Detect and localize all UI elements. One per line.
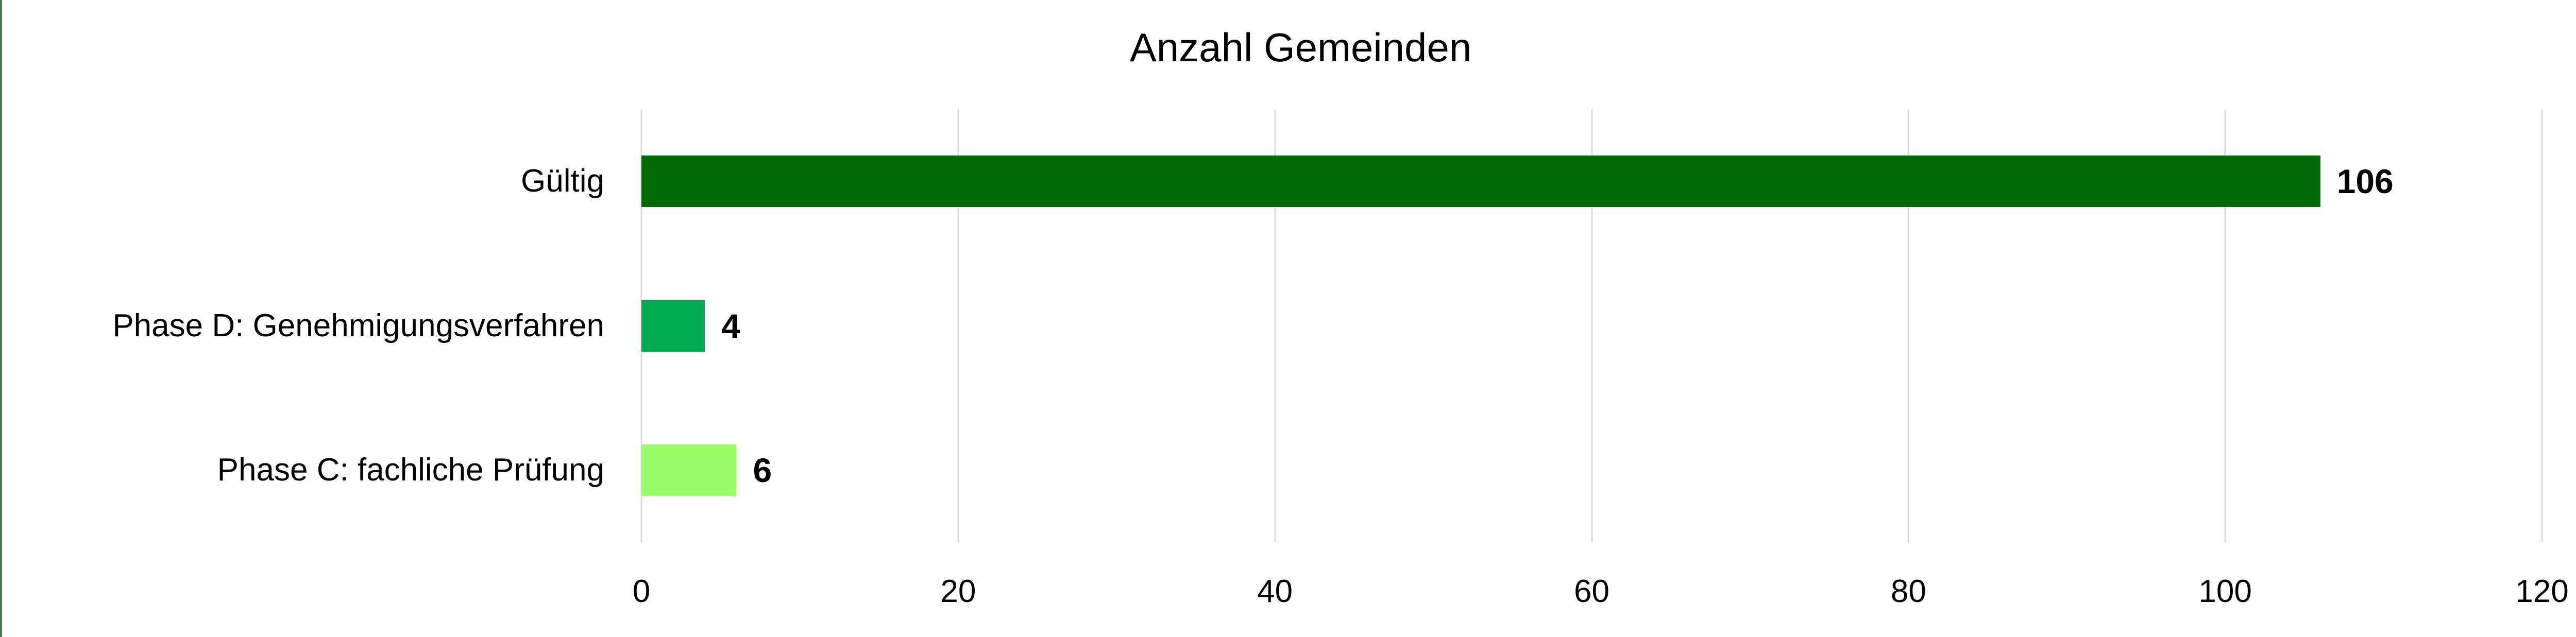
x-tick-label-0: 0 xyxy=(632,574,651,609)
gridline-x-60 xyxy=(1591,109,1592,542)
category-label-1: Phase D: Genehmigungsverfahren xyxy=(112,307,604,343)
chart-frame-left-edge xyxy=(0,0,2,637)
gridline-x-120 xyxy=(2541,109,2543,542)
category-label-2: Phase C: fachliche Prüfung xyxy=(217,452,604,488)
value-label-2: 6 xyxy=(753,451,772,489)
x-tick-label-20: 20 xyxy=(940,574,976,609)
bar-0 xyxy=(641,156,2320,208)
bar-1 xyxy=(641,300,705,352)
x-tick-label-100: 100 xyxy=(2198,574,2252,609)
bar-2 xyxy=(641,444,737,496)
chart-title: Anzahl Gemeinden xyxy=(1129,25,1472,70)
x-tick-label-40: 40 xyxy=(1257,574,1293,609)
category-label-0: Gültig xyxy=(521,163,604,199)
plot-area: 106 4 6 xyxy=(640,109,2543,542)
value-label-0: 106 xyxy=(2336,162,2394,201)
value-label-1: 4 xyxy=(721,306,740,345)
gridline-x-80 xyxy=(1907,109,1909,542)
gridline-x-20 xyxy=(957,109,959,542)
x-tick-label-80: 80 xyxy=(1890,574,1926,609)
gridline-x-100 xyxy=(2224,109,2226,542)
x-tick-label-60: 60 xyxy=(1574,574,1609,609)
gridline-x-40 xyxy=(1274,109,1276,542)
x-tick-label-120: 120 xyxy=(2515,574,2569,609)
